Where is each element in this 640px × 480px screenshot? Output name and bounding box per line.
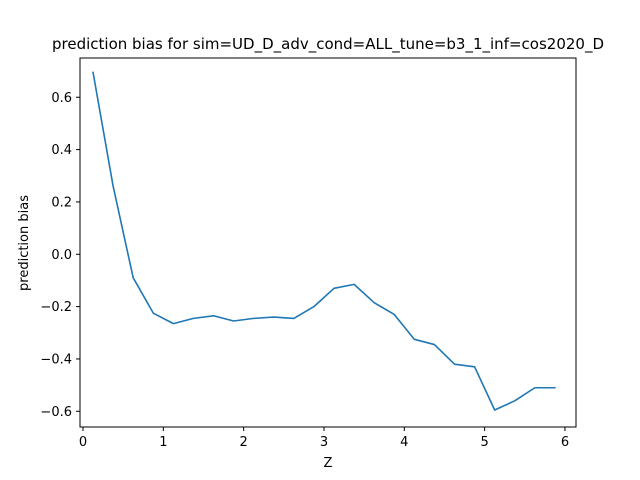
- x-tick-label: 1: [159, 435, 167, 450]
- x-tick-label: 5: [480, 435, 488, 450]
- x-tick-label: 6: [561, 435, 569, 450]
- y-tick-label: −0.2: [40, 300, 72, 315]
- y-tick-label: −0.6: [40, 405, 72, 420]
- y-tick-label: 0.6: [51, 91, 72, 106]
- plot-area: 0 1 2 3 4 5 6 −0.6 −0.4 −0.2 0.0 0.2 0.4 0.6: [40, 57, 577, 450]
- y-tick-label: −0.4: [40, 352, 72, 367]
- y-tick-label: 0.4: [51, 143, 72, 158]
- series-line-0: [92, 71, 556, 411]
- x-tick-label: 0: [79, 435, 87, 450]
- x-tick-label: 3: [320, 435, 328, 450]
- x-tick-label: 2: [240, 435, 248, 450]
- y-tick-label: 0.0: [51, 248, 72, 263]
- x-axis-label: Z: [324, 456, 333, 471]
- y-axis-label: prediction bias: [17, 195, 32, 291]
- axes-frame: [79, 57, 577, 428]
- x-tick-label: 4: [400, 435, 408, 450]
- y-tick-label: 0.2: [51, 195, 72, 210]
- chart-title: prediction bias for sim=UD_D_adv_cond=AL…: [52, 35, 604, 54]
